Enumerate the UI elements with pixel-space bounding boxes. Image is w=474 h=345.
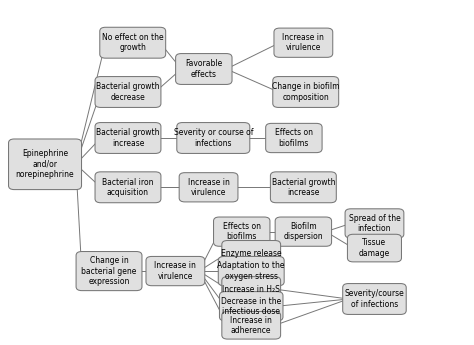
Text: Decrease in the
infectious dose: Decrease in the infectious dose — [221, 297, 282, 316]
FancyBboxPatch shape — [270, 172, 336, 203]
Text: Effects on
biofilms: Effects on biofilms — [223, 222, 261, 242]
FancyBboxPatch shape — [218, 256, 284, 286]
Text: Favorable
effects: Favorable effects — [185, 59, 222, 79]
FancyBboxPatch shape — [219, 292, 283, 321]
Text: Epinephrine
and/or
norepinephrine: Epinephrine and/or norepinephrine — [16, 149, 74, 179]
FancyBboxPatch shape — [213, 217, 270, 246]
Text: Bacterial growth
increase: Bacterial growth increase — [96, 128, 160, 148]
Text: Increase in
virulence: Increase in virulence — [155, 262, 196, 281]
Text: Enzyme release: Enzyme release — [221, 248, 282, 257]
FancyBboxPatch shape — [95, 122, 161, 154]
FancyBboxPatch shape — [76, 252, 142, 290]
Text: Severity/course
of infections: Severity/course of infections — [345, 289, 404, 309]
FancyBboxPatch shape — [273, 77, 338, 107]
FancyBboxPatch shape — [177, 122, 250, 154]
FancyBboxPatch shape — [175, 53, 232, 85]
Text: Biofilm
dispersion: Biofilm dispersion — [283, 222, 323, 242]
FancyBboxPatch shape — [222, 240, 281, 266]
Text: Effects on
biofilms: Effects on biofilms — [275, 128, 313, 148]
FancyBboxPatch shape — [222, 277, 281, 302]
Text: Bacterial growth
increase: Bacterial growth increase — [272, 178, 335, 197]
FancyBboxPatch shape — [9, 139, 82, 190]
Text: Bacterial growth
decrease: Bacterial growth decrease — [96, 82, 160, 102]
Text: Spread of the
infection: Spread of the infection — [348, 214, 401, 233]
Text: Increase in
virulence: Increase in virulence — [283, 33, 324, 52]
FancyBboxPatch shape — [95, 77, 161, 107]
FancyBboxPatch shape — [265, 124, 322, 152]
FancyBboxPatch shape — [275, 217, 331, 246]
Text: Change in
bacterial gene
expression: Change in bacterial gene expression — [82, 256, 137, 286]
FancyBboxPatch shape — [274, 28, 333, 57]
Text: Adaptation to the
oxygen stress: Adaptation to the oxygen stress — [218, 262, 285, 281]
Text: Severity or course of
infections: Severity or course of infections — [173, 128, 253, 148]
FancyBboxPatch shape — [179, 172, 238, 202]
FancyBboxPatch shape — [343, 284, 406, 314]
FancyBboxPatch shape — [347, 234, 401, 262]
Text: Increase in
virulence: Increase in virulence — [188, 178, 229, 197]
Text: Increase in H₂S: Increase in H₂S — [222, 285, 280, 294]
FancyBboxPatch shape — [222, 312, 281, 339]
FancyBboxPatch shape — [146, 256, 205, 286]
FancyBboxPatch shape — [100, 27, 166, 58]
FancyBboxPatch shape — [345, 209, 404, 238]
Text: Change in biofilm
composition: Change in biofilm composition — [272, 82, 339, 102]
Text: No effect on the
growth: No effect on the growth — [102, 33, 164, 52]
FancyBboxPatch shape — [95, 172, 161, 203]
Text: Tissue
damage: Tissue damage — [359, 238, 390, 258]
Text: Bacterial iron
acquisition: Bacterial iron acquisition — [102, 178, 154, 197]
Text: Increase in
adherence: Increase in adherence — [230, 316, 272, 335]
